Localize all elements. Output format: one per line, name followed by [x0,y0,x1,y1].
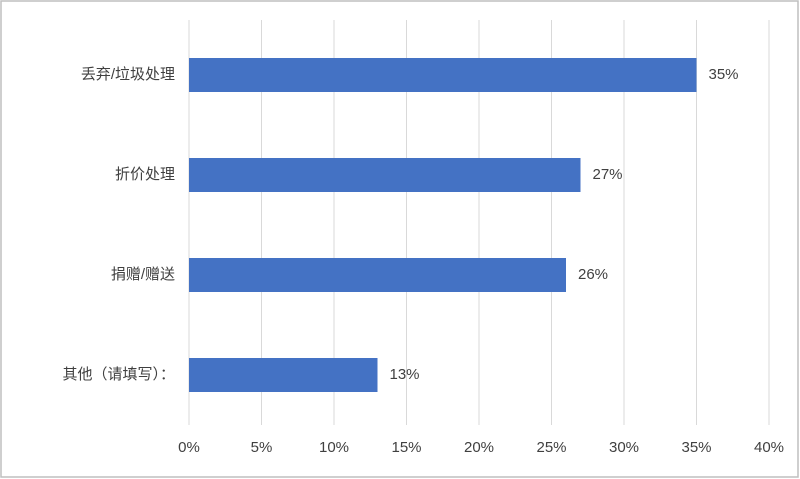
x-tick-label: 5% [251,439,273,456]
x-tick-label: 40% [754,439,784,456]
y-tick-label: 其他（请填写）： [62,366,175,383]
bar [189,258,566,292]
x-tick-label: 35% [681,439,711,456]
data-label: 35% [709,66,739,83]
bar [189,58,697,92]
y-tick-label: 捐赠/赠送 [111,266,175,283]
bar [189,358,378,392]
data-label: 26% [578,266,608,283]
x-tick-label: 0% [178,439,200,456]
data-label: 27% [593,166,623,183]
x-tick-label: 30% [609,439,639,456]
x-tick-label: 10% [319,439,349,456]
bar [189,158,581,192]
x-tick-label: 20% [464,439,494,456]
x-tick-label: 15% [391,439,421,456]
y-tick-label: 丢弃/垃圾处理 [81,66,175,83]
y-tick-label: 折价处理 [115,166,175,183]
x-tick-label: 25% [536,439,566,456]
data-label: 13% [390,366,420,383]
